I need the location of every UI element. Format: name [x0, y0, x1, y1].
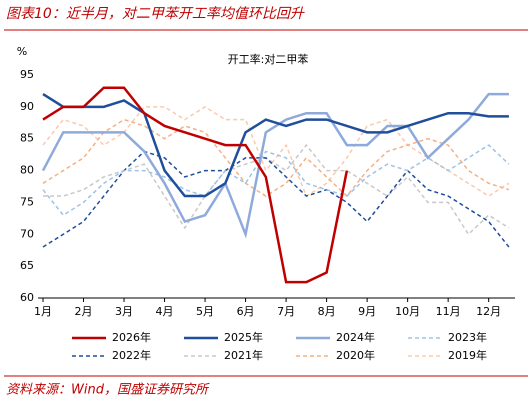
x-tick-label: 1月: [34, 305, 52, 318]
y-tick-label: 60: [20, 291, 34, 304]
x-tick-label: 11月: [436, 305, 461, 318]
series-line: [41, 92, 509, 239]
x-tick-label: 8月: [318, 305, 336, 318]
legend-label: 2022年: [112, 348, 151, 362]
series-line: [42, 105, 510, 198]
x-tick-label: 7月: [277, 305, 295, 318]
x-tick-label: 2月: [75, 305, 93, 318]
x-tick-label: 4月: [156, 305, 174, 318]
legend-label: 2020年: [336, 348, 375, 362]
y-tick-label: 90: [20, 100, 34, 113]
series-line: [43, 143, 510, 236]
legend-label: 2026年: [112, 330, 151, 344]
y-tick-label: 75: [20, 195, 34, 208]
x-tick-label: 5月: [196, 305, 214, 318]
x-tick-label: 6月: [237, 305, 255, 318]
legend-label: 2021年: [224, 348, 263, 362]
legend-label: 2019年: [448, 348, 487, 362]
x-tick-label: 9月: [358, 305, 376, 318]
x-tick-label: 10月: [395, 305, 420, 318]
series-line: [42, 144, 510, 217]
legend-label: 2024年: [336, 330, 375, 344]
legend-label: 2025年: [224, 330, 263, 344]
series-line: [42, 86, 349, 284]
series-line: [42, 150, 510, 248]
series-line: [42, 118, 510, 198]
chart-title: 开工率:对二甲苯: [228, 52, 309, 66]
y-tick-label: 95: [20, 68, 34, 81]
y-axis-label: %: [17, 45, 27, 58]
source-note: 资料来源：Wind，国盛证券研究所: [6, 382, 210, 398]
page-title: 图表10：近半月，对二甲苯开工率均值环比回升: [6, 6, 305, 22]
x-tick-label: 12月: [476, 305, 501, 318]
y-tick-label: 70: [20, 227, 34, 240]
series-line: [42, 93, 509, 198]
y-tick-label: 85: [20, 132, 34, 145]
y-tick-label: 80: [20, 164, 34, 177]
x-tick-label: 3月: [115, 305, 133, 318]
y-tick-label: 65: [20, 259, 34, 272]
legend-label: 2023年: [448, 330, 487, 344]
